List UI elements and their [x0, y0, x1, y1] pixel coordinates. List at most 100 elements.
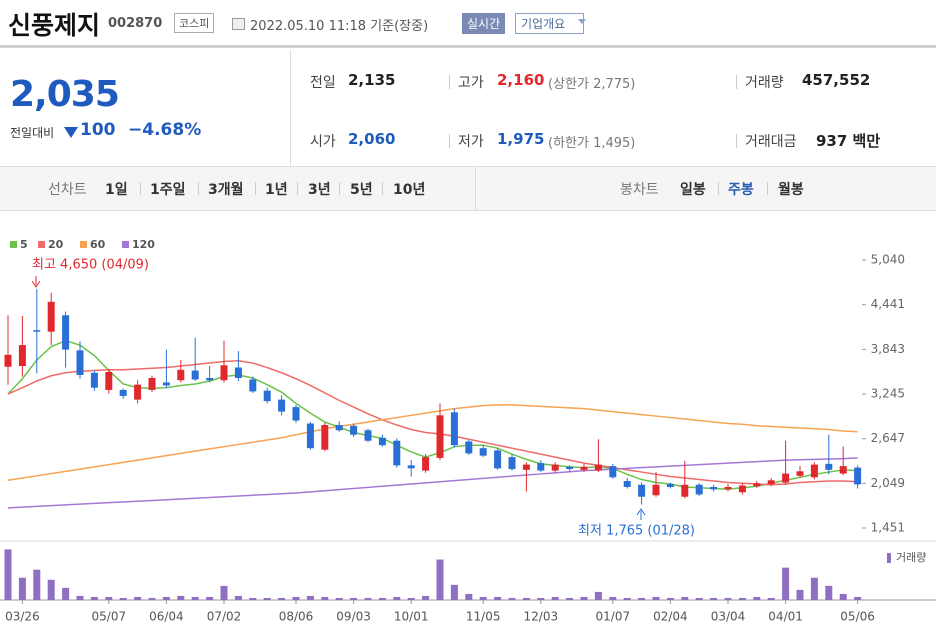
ma-line [7, 404, 858, 482]
candle-body [33, 330, 41, 332]
candle-period-tab[interactable]: 월봉 [778, 182, 804, 198]
stat-label: 거래대금 [745, 134, 797, 150]
volume-bar [364, 597, 372, 600]
separator [339, 182, 340, 195]
candle-body [62, 315, 70, 350]
period-tab[interactable]: 3개월 [208, 182, 244, 198]
stat-value: 937 백만 [816, 132, 881, 150]
candle-body [753, 483, 761, 487]
change-pct: −4.68% [128, 120, 202, 140]
period-tab[interactable]: 1주일 [150, 182, 186, 198]
candle-body [522, 464, 530, 470]
x-tick-label: 03/04 [711, 610, 746, 624]
stat-label: 저가 [458, 134, 484, 150]
legend-swatch [38, 241, 45, 248]
min-annotation: 최저 1,765 (01/28) [578, 524, 695, 539]
volume-bar [335, 597, 343, 600]
legend-label: 120 [132, 238, 155, 251]
stat-value: 2,060 [348, 130, 396, 148]
volume-bar [4, 549, 12, 600]
legend-swatch [80, 241, 87, 248]
volume-bar [854, 596, 862, 600]
candle-body [681, 484, 689, 497]
volume-bar [508, 597, 516, 600]
volume-bar [162, 596, 170, 600]
volume-bar [681, 596, 689, 600]
volume-bar [522, 597, 530, 600]
candle-body [537, 463, 545, 471]
period-tab[interactable]: 3년 [308, 182, 331, 198]
x-tick-label: 05/06 [840, 610, 875, 624]
stock-name: 신풍제지 [8, 11, 101, 40]
candle-body [292, 407, 300, 421]
volume-bar [566, 597, 574, 600]
x-tick-label: 09/03 [336, 610, 371, 624]
legend-swatch [10, 241, 17, 248]
volume-bar [422, 595, 430, 600]
candle-body [450, 412, 458, 446]
separator [736, 75, 737, 89]
volume-bar [638, 597, 646, 600]
candle-body [594, 464, 602, 471]
separator [198, 182, 199, 195]
volume-bar [710, 597, 718, 600]
current-price: 2,035 [10, 74, 120, 115]
stat-label: 고가 [458, 75, 484, 91]
volume-bar [782, 567, 790, 600]
candle-body [278, 399, 286, 412]
candle-body [839, 466, 847, 474]
max-annotation: 최고 4,650 (04/09) [32, 258, 149, 273]
candle-body [796, 471, 804, 476]
candle-body [738, 485, 746, 493]
volume-bar [652, 596, 660, 600]
period-tab[interactable]: 1일 [105, 182, 128, 198]
period-tab[interactable]: 1년 [265, 182, 288, 198]
volume-bar [105, 596, 113, 600]
stat-label: 거래량 [745, 75, 784, 91]
separator [140, 182, 141, 195]
candle-body [119, 389, 127, 396]
price-divider [290, 50, 291, 166]
candle-body [494, 450, 502, 469]
candle-period-tab[interactable]: 주봉 [728, 182, 754, 198]
volume-bar [47, 579, 55, 600]
volume-bar [695, 597, 703, 600]
candle-body [18, 345, 26, 367]
x-tick-label: 05/07 [92, 610, 127, 624]
x-tick-label: 07/02 [207, 610, 242, 624]
volume-bar [177, 595, 185, 600]
volume-bar [33, 569, 41, 600]
separator [767, 182, 768, 195]
volume-bar [378, 597, 386, 600]
period-tab[interactable]: 10년 [393, 182, 426, 198]
change-label: 전일대비 [10, 126, 55, 140]
timestamp: 2022.05.10 11:18 기준(장중) [250, 19, 429, 34]
volume-bar [263, 597, 271, 600]
realtime-button[interactable]: 실시간 [462, 13, 506, 34]
volume-bar [90, 596, 98, 600]
candle-body [105, 372, 113, 390]
candle-body [695, 484, 703, 495]
stat-label: 시가 [310, 134, 336, 150]
candle-body [364, 430, 372, 441]
candle-body [782, 473, 790, 483]
company-info-button[interactable]: 기업개요 [515, 13, 585, 34]
max-arrow-head [31, 280, 41, 288]
volume-bar [436, 559, 444, 600]
candle-period-tab[interactable]: 일봉 [680, 182, 706, 198]
separator [255, 182, 256, 195]
volume-bar [479, 596, 487, 600]
candle-body [465, 441, 473, 454]
change: 100 [80, 120, 116, 140]
candle-body [508, 457, 516, 470]
volume-bar [465, 593, 473, 600]
legend-label: 20 [48, 238, 64, 251]
volume-bar [249, 597, 257, 600]
x-tick-label: 08/06 [279, 610, 314, 624]
x-tick-label: 12/03 [524, 610, 559, 624]
candle-body [666, 484, 674, 488]
volume-bar [134, 596, 142, 600]
period-tab[interactable]: 5년 [350, 182, 373, 198]
